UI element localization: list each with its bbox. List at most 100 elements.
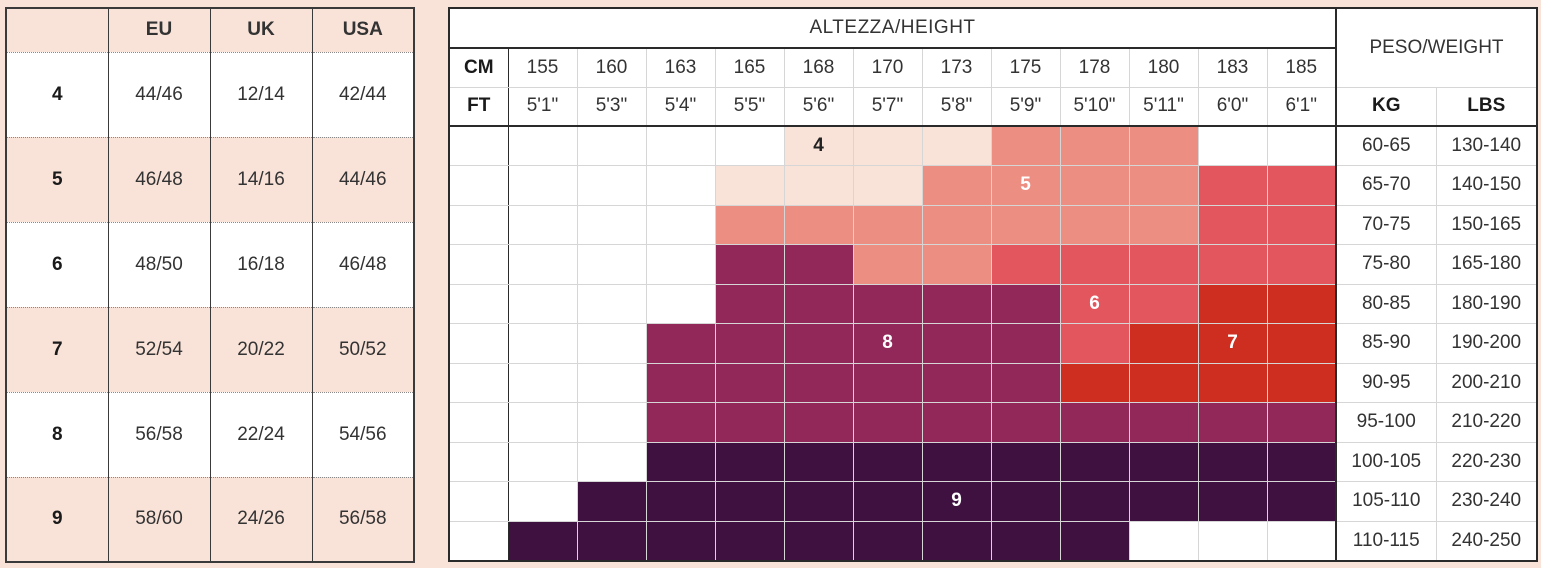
size-zone-cell — [921, 323, 992, 364]
size-zone-cell — [507, 204, 578, 245]
size-zone-cell — [852, 244, 923, 285]
size-zone-cell — [1128, 323, 1199, 364]
size-zone-cell — [645, 441, 716, 482]
kg-label: KG — [1335, 86, 1437, 127]
size-zone-cell — [507, 441, 578, 482]
size-zone-cell — [990, 441, 1061, 482]
size-zone-cell — [645, 125, 716, 166]
size-zone-cell — [448, 323, 509, 364]
weight-kg-cell: 75-80 — [1335, 244, 1437, 285]
size-zone-cell — [1197, 402, 1268, 443]
height-cm-cell: 173 — [921, 47, 992, 88]
size-zone-cell — [714, 362, 785, 403]
size-zone-cell — [1128, 441, 1199, 482]
size-zone-cell — [852, 204, 923, 245]
size-zone-cell — [1128, 362, 1199, 403]
size-zone-cell — [1197, 204, 1268, 245]
size-conversion-table: EU UK USA 4 44/46 12/14 42/44 5 46/48 14… — [5, 7, 415, 563]
size-zone-cell — [448, 244, 509, 285]
size-zone-cell — [1197, 165, 1268, 206]
size-zone-cell — [448, 402, 509, 443]
usa-size: 44/46 — [311, 136, 415, 223]
weight-lbs-cell: 230-240 — [1435, 481, 1538, 522]
uk-size: 12/14 — [209, 51, 313, 138]
height-cm-cell: 170 — [852, 47, 923, 88]
size-zone-cell — [1197, 362, 1268, 403]
eu-size: 44/46 — [107, 51, 211, 138]
size-zone-cell — [852, 125, 923, 166]
weight-lbs-cell: 180-190 — [1435, 283, 1538, 324]
size-zone-cell — [990, 323, 1061, 364]
height-ft-cell: 5'4" — [645, 86, 716, 127]
size-zone-cell — [448, 481, 509, 522]
usa-header: USA — [311, 7, 415, 53]
size-zone-cell — [1128, 402, 1199, 443]
size-zone-cell — [1197, 244, 1268, 285]
size-zone-cell — [1197, 520, 1268, 562]
height-ft-cell: 5'1" — [507, 86, 578, 127]
size-zone-cell — [990, 520, 1061, 562]
weight-lbs-cell: 150-165 — [1435, 204, 1538, 245]
size-zone-cell — [576, 481, 647, 522]
height-cm-cell: 185 — [1266, 47, 1337, 88]
weight-kg-cell: 85-90 — [1335, 323, 1437, 364]
size-label: 5 — [5, 136, 109, 223]
weight-title: PESO/WEIGHT — [1335, 7, 1538, 88]
size-zone-cell — [507, 362, 578, 403]
size-zone-cell — [645, 402, 716, 443]
size-zone-cell — [990, 244, 1061, 285]
size-zone-cell — [576, 520, 647, 562]
size-zone-label: 7 — [1197, 323, 1268, 364]
size-zone-label: 4 — [783, 125, 854, 166]
size-zone-cell — [852, 441, 923, 482]
eu-size: 52/54 — [107, 306, 211, 393]
conversion-row: 8 56/58 22/24 54/56 — [5, 391, 415, 478]
size-zone-cell — [448, 362, 509, 403]
size-zone-cell — [921, 125, 992, 166]
ft-row: FT 5'1" 5'3" 5'4" 5'5" 5'6" 5'7" 5'8" 5'9" 5'10"… — [448, 86, 1538, 127]
conversion-header-row: EU UK USA — [5, 7, 415, 53]
size-zone-cell — [507, 244, 578, 285]
height-cm-cell: 175 — [990, 47, 1061, 88]
weight-row: 95-100 210-220 — [448, 402, 1538, 443]
size-zone-cell — [507, 125, 578, 166]
size-zone-cell — [990, 362, 1061, 403]
size-zone-cell — [921, 204, 992, 245]
height-cm-cell: 168 — [783, 47, 854, 88]
size-zone-cell — [990, 283, 1061, 324]
size-zone-cell — [507, 520, 578, 562]
weight-kg-cell: 110-115 — [1335, 520, 1437, 562]
weight-lbs-cell: 210-220 — [1435, 402, 1538, 443]
size-zone-cell — [783, 283, 854, 324]
weight-kg-cell: 60-65 — [1335, 125, 1437, 166]
weight-lbs-cell: 165-180 — [1435, 244, 1538, 285]
size-zone-cell — [448, 283, 509, 324]
height-cm-cell: 155 — [507, 47, 578, 88]
weight-row: 5 65-70 140-150 — [448, 165, 1538, 206]
size-zone-cell — [921, 165, 992, 206]
size-zone-cell — [1128, 244, 1199, 285]
size-zone-cell — [1266, 244, 1337, 285]
height-ft-cell: 5'10" — [1059, 86, 1130, 127]
height-ft-cell: 5'3" — [576, 86, 647, 127]
size-zone-cell — [921, 402, 992, 443]
size-label: 9 — [5, 476, 109, 563]
weight-kg-cell: 105-110 — [1335, 481, 1437, 522]
size-zone-cell — [1197, 441, 1268, 482]
size-label: 8 — [5, 391, 109, 478]
size-zone-label: 9 — [921, 481, 992, 522]
weight-row: 8 7 85-90 190-200 — [448, 323, 1538, 364]
size-zone-cell — [1059, 125, 1130, 166]
ft-label: FT — [448, 86, 509, 127]
size-zone-cell — [1266, 204, 1337, 245]
size-zone-cell — [448, 204, 509, 245]
eu-size: 46/48 — [107, 136, 211, 223]
size-zone-cell — [1059, 165, 1130, 206]
size-zone-cell — [576, 165, 647, 206]
conversion-row: 4 44/46 12/14 42/44 — [5, 51, 415, 138]
size-zone-cell — [507, 283, 578, 324]
size-zone-cell — [714, 520, 785, 562]
usa-size: 54/56 — [311, 391, 415, 478]
size-label: 4 — [5, 51, 109, 138]
size-zone-cell — [921, 441, 992, 482]
